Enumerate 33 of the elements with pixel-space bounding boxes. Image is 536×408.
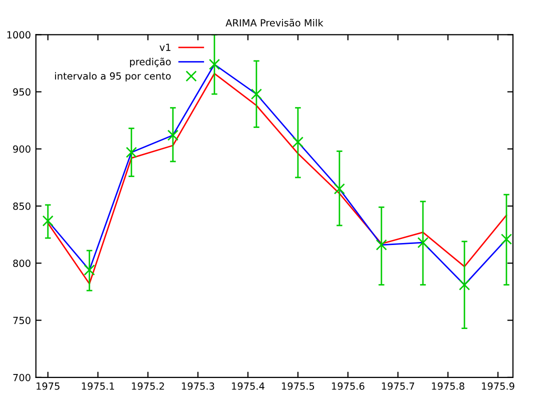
point bbox=[250, 88, 262, 100]
x-tick-label: 1975.1 bbox=[82, 382, 114, 390]
point bbox=[292, 136, 304, 148]
point bbox=[458, 279, 470, 290]
x-tick-label: 1975.8 bbox=[432, 382, 464, 390]
y-tick-label: 900 bbox=[13, 145, 30, 153]
chart-title: ARIMA Previsão Milk bbox=[226, 18, 324, 26]
legend-label: intervalo a 95 por cento bbox=[55, 72, 171, 82]
y-tick-label: 850 bbox=[13, 202, 30, 210]
legend-label: predição bbox=[130, 58, 171, 68]
x-tick-label: 1975.2 bbox=[132, 382, 164, 390]
x-tick-label: 1975 bbox=[36, 382, 60, 390]
point bbox=[167, 130, 178, 141]
legend-label: v1 bbox=[160, 44, 170, 51]
x-tick-label: 1975.7 bbox=[382, 382, 414, 390]
x-tick-label: 1975.4 bbox=[232, 382, 264, 390]
y-tick-label: 700 bbox=[13, 374, 30, 382]
y-tick-label: 800 bbox=[13, 260, 30, 267]
point bbox=[84, 264, 95, 276]
point bbox=[500, 234, 512, 245]
y-tick-label: 1000 bbox=[7, 31, 30, 39]
x-tick-label: 1975.5 bbox=[282, 382, 314, 390]
x-tick-label: 1975.9 bbox=[482, 382, 514, 390]
y-tick-label: 750 bbox=[13, 316, 30, 324]
point bbox=[417, 237, 428, 248]
point bbox=[42, 215, 54, 226]
point bbox=[208, 58, 220, 70]
point bbox=[334, 183, 345, 194]
point bbox=[126, 146, 137, 158]
point bbox=[376, 239, 387, 250]
x-tick-label: 1975.6 bbox=[332, 382, 364, 390]
y-tick-label: 950 bbox=[13, 88, 30, 96]
x-tick-label: 1975.3 bbox=[182, 382, 214, 390]
